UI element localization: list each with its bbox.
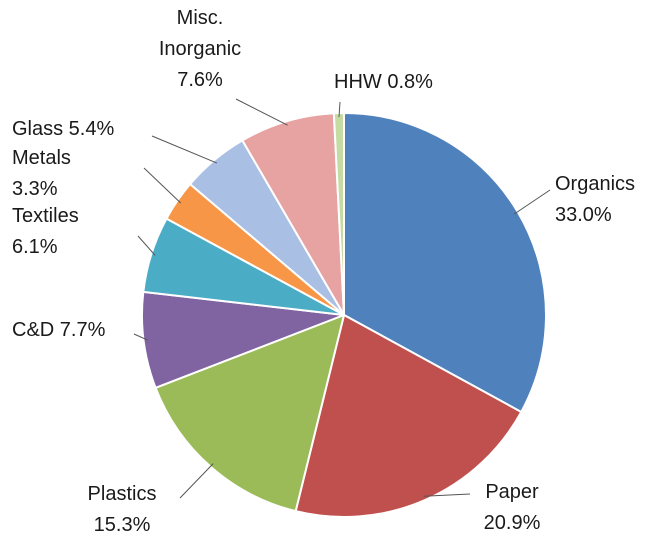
leader-line-hhw [338,101,341,118]
data-label-misc-inorganic: Misc. Inorganic 7.6% [159,7,241,91]
data-label-line: Organics [555,173,635,195]
data-label-metals: Metals 3.3% [12,147,71,200]
leader-lines [133,98,551,499]
pie-slice-misc-inorganic [241,112,345,316]
data-label-line: C&D 7.7% [12,319,106,341]
leader-line-glass [151,135,218,164]
pie-slices [141,111,547,518]
data-label-line: 6.1% [12,236,58,258]
data-label-line: HHW 0.8% [334,71,433,93]
data-label-line: Inorganic [159,38,241,60]
data-label-paper: Paper 20.9% [484,481,541,534]
data-label-line: 33.0% [555,204,612,226]
slice-labels: Organics 33.0% Paper 20.9% Plastics 15.3% C&D … [12,7,635,536]
data-label-glass: Glass 5.4% [12,118,114,140]
leader-line-metals [143,167,182,204]
data-label-line: Textiles [12,205,79,227]
data-label-hhw: HHW 0.8% [334,71,433,93]
data-label-organics: Organics 33.0% [555,173,635,226]
data-label-line: Misc. [177,7,224,29]
data-label-plastics: Plastics 15.3% [88,483,157,536]
data-label-line: 20.9% [484,512,541,534]
data-label-line: 3.3% [12,178,58,200]
leader-line-misc-inorganic [235,98,288,126]
data-label-line: 7.6% [177,69,223,91]
pie-slice-candd [141,290,345,389]
data-label-line: Metals [12,147,71,169]
data-label-line: Plastics [88,483,157,505]
leader-line-organics [514,189,551,215]
data-label-candd: C&D 7.7% [12,319,106,341]
leader-line-textiles [137,235,156,256]
leader-line-plastics [179,463,214,499]
data-label-textiles: Textiles 6.1% [12,205,79,258]
data-label-line: Glass 5.4% [12,118,114,140]
leader-line-paper [423,493,471,497]
pie-slice-paper [294,314,523,518]
data-label-line: 15.3% [94,514,151,536]
data-label-line: Paper [485,481,539,503]
leader-line-candd [133,333,148,341]
